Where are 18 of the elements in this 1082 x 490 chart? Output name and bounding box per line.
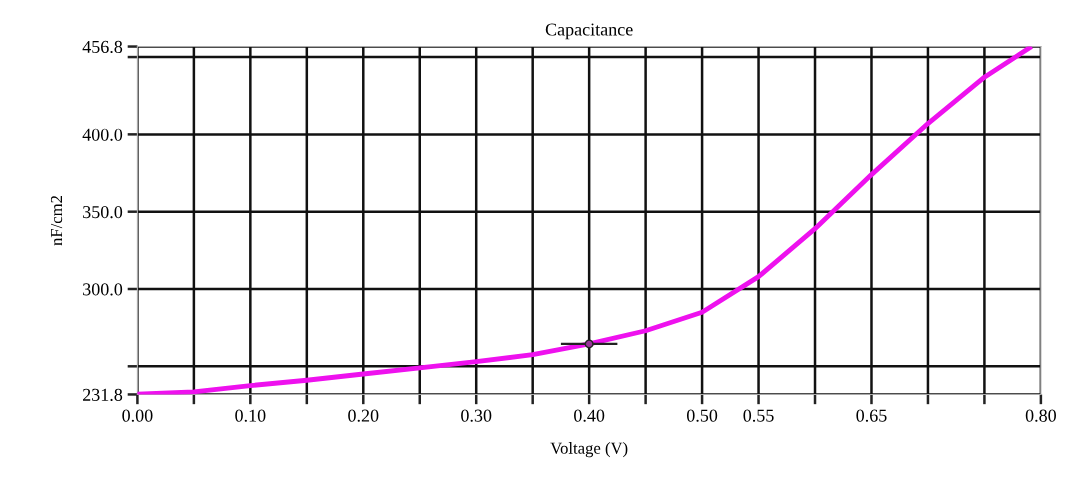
x-tick-label: 0.50	[686, 409, 718, 422]
y-tick-label: 400.0	[82, 128, 123, 141]
chart-title: Capacitance	[545, 23, 633, 40]
x-tick-label: 0.65	[856, 409, 887, 422]
y-tick-label: 300.0	[83, 283, 123, 296]
y-tick-label: 231.8	[83, 388, 123, 401]
x-tick-label: 0.30	[461, 409, 492, 422]
line-series	[137, 46, 1033, 395]
x-tick-label: 0.20	[348, 409, 379, 422]
y-tick-label: 456.8	[82, 40, 123, 54]
y-axis-title: nF/cm2	[50, 195, 63, 246]
y-tick-label: 350.0	[83, 205, 123, 219]
x-axis-title: Voltage (V)	[550, 442, 628, 458]
x-tick-label: 0.80	[1025, 409, 1056, 422]
x-tick-label: 0.00	[122, 409, 153, 422]
x-tick-label: 0.10	[235, 409, 266, 422]
x-tick-label: 0.55	[743, 409, 774, 422]
x-tick-label: 0.40	[574, 409, 605, 422]
